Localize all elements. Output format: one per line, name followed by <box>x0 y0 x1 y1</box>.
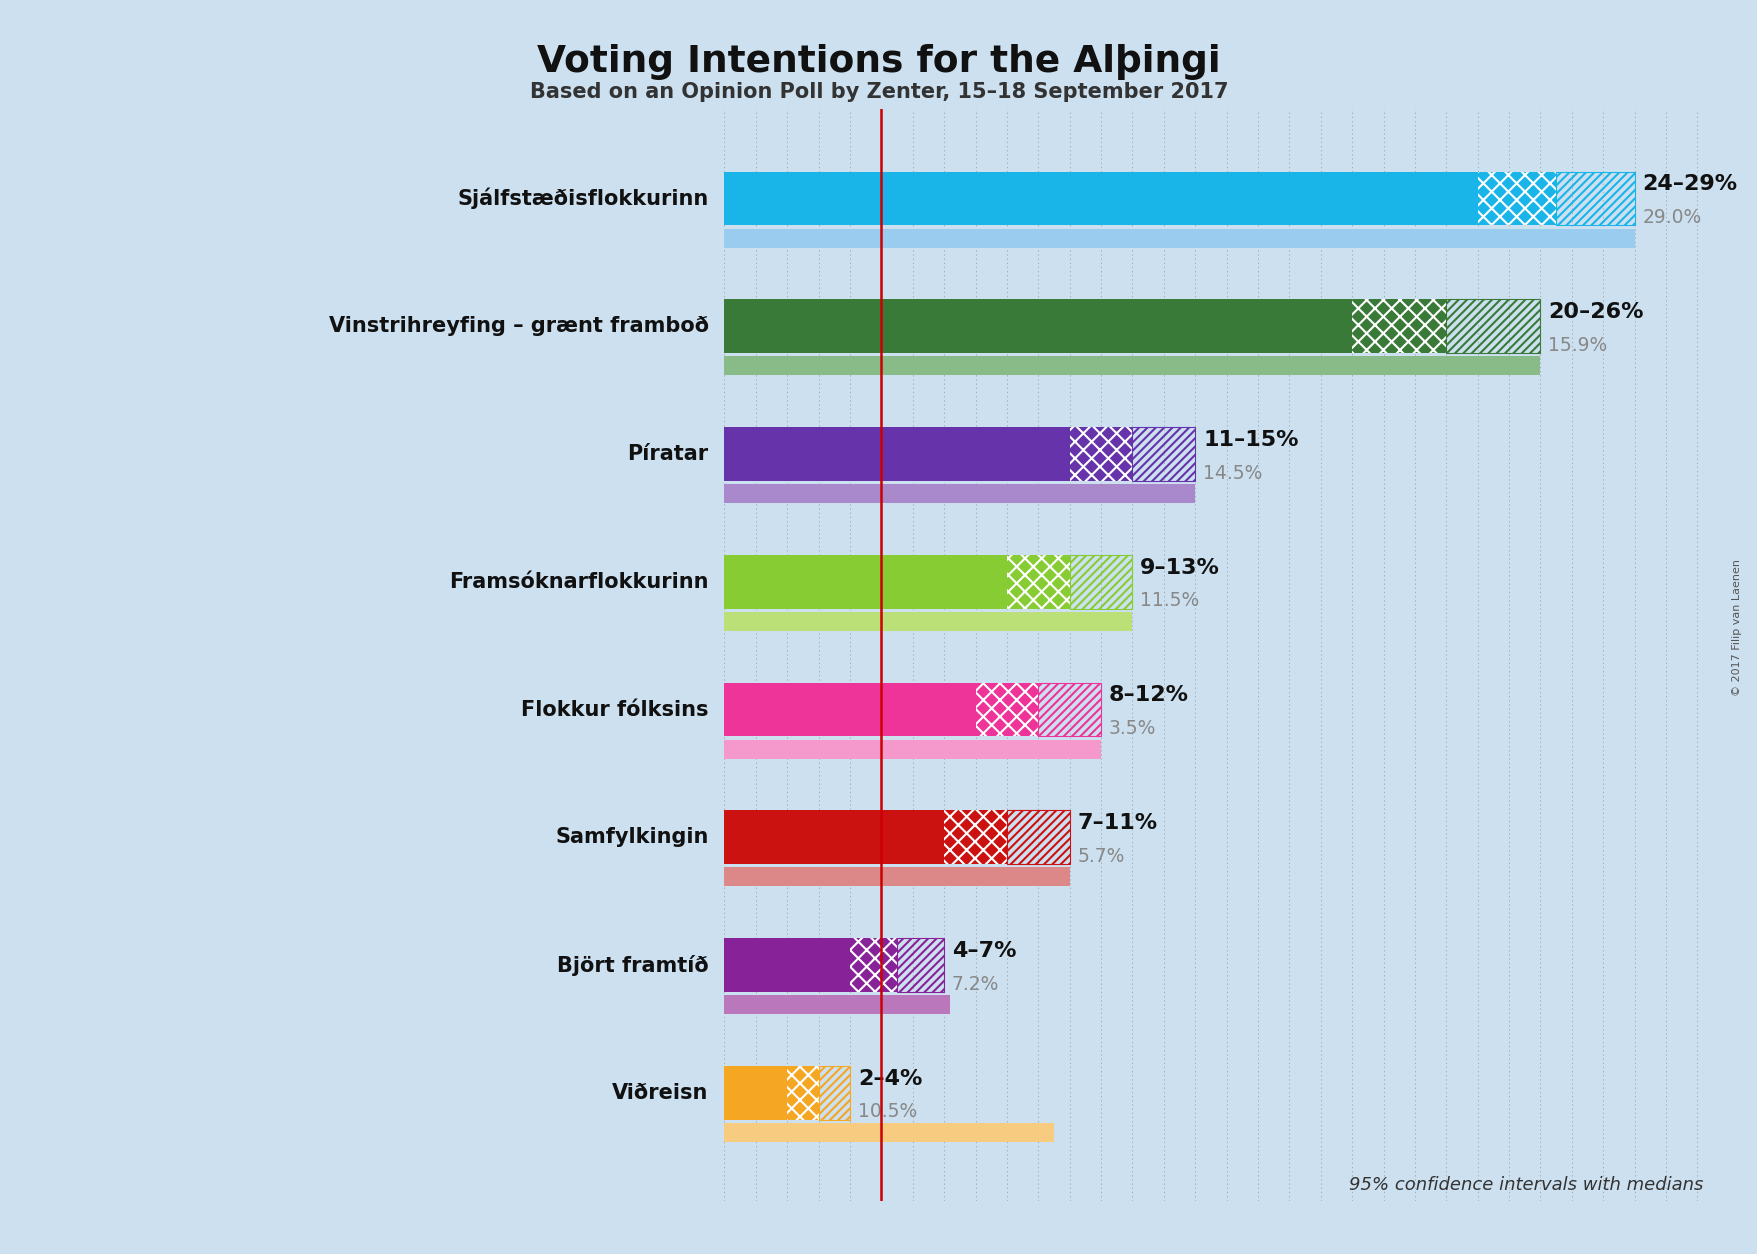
Bar <box>944 810 1007 864</box>
Bar <box>1068 556 1132 608</box>
Text: Sjálfstæðisflokkurinn: Sjálfstæðisflokkurinn <box>457 188 708 209</box>
Bar <box>724 938 849 992</box>
Bar <box>1007 556 1068 608</box>
Text: Samfylkingin: Samfylkingin <box>555 828 708 848</box>
Text: 10.5%: 10.5% <box>857 1102 917 1121</box>
Bar <box>724 1122 1054 1142</box>
Text: 7–11%: 7–11% <box>1077 813 1156 833</box>
Bar <box>724 484 1195 503</box>
Text: Vinstrihreyfing – grænt framboð: Vinstrihreyfing – grænt framboð <box>329 316 708 336</box>
Text: 14.5%: 14.5% <box>1202 464 1262 483</box>
Text: 4–7%: 4–7% <box>952 940 1016 961</box>
Bar <box>787 1066 819 1120</box>
Bar <box>724 428 1068 480</box>
Bar <box>1446 300 1539 354</box>
Bar <box>1351 300 1446 354</box>
Text: 11.5%: 11.5% <box>1140 592 1198 611</box>
Text: 11–15%: 11–15% <box>1202 430 1298 450</box>
Bar <box>724 996 951 1014</box>
Text: 24–29%: 24–29% <box>1641 174 1736 194</box>
Bar <box>975 682 1038 736</box>
Bar <box>1068 428 1132 480</box>
Bar <box>724 356 1539 375</box>
Bar <box>896 938 944 992</box>
Text: 20–26%: 20–26% <box>1548 302 1643 322</box>
Text: Voting Intentions for the Alþingi: Voting Intentions for the Alþingi <box>538 44 1219 80</box>
Text: 15.9%: 15.9% <box>1548 336 1606 355</box>
Text: 3.5%: 3.5% <box>1109 720 1156 739</box>
Bar <box>1555 172 1634 226</box>
Bar <box>1132 428 1195 480</box>
Text: 95% confidence intervals with medians: 95% confidence intervals with medians <box>1349 1176 1703 1194</box>
Text: Píratar: Píratar <box>627 444 708 464</box>
Bar <box>724 682 975 736</box>
Bar <box>724 228 1634 248</box>
Bar <box>724 810 944 864</box>
Text: 2–4%: 2–4% <box>857 1068 922 1088</box>
Text: Flokkur fólksins: Flokkur fólksins <box>520 700 708 720</box>
Text: Based on an Opinion Poll by Zenter, 15–18 September 2017: Based on an Opinion Poll by Zenter, 15–1… <box>529 82 1228 102</box>
Bar <box>849 938 896 992</box>
Bar <box>724 556 1007 608</box>
Bar <box>724 612 1132 631</box>
Bar <box>1478 172 1555 226</box>
Text: 8–12%: 8–12% <box>1109 686 1188 706</box>
Text: 7.2%: 7.2% <box>952 974 998 993</box>
Bar <box>819 1066 849 1120</box>
Bar <box>724 1066 787 1120</box>
Bar <box>724 740 1100 759</box>
Text: 9–13%: 9–13% <box>1140 558 1219 578</box>
Bar <box>724 868 1068 887</box>
Text: Björt framtíð: Björt framtíð <box>557 954 708 976</box>
Text: 29.0%: 29.0% <box>1641 208 1701 227</box>
Bar <box>1038 682 1100 736</box>
Text: Framsóknarflokkurinn: Framsóknarflokkurinn <box>450 572 708 592</box>
Bar <box>724 300 1351 354</box>
Text: © 2017 Filip van Laenen: © 2017 Filip van Laenen <box>1731 558 1741 696</box>
Bar <box>1007 810 1068 864</box>
Bar <box>724 172 1478 226</box>
Text: Viðreisn: Viðreisn <box>611 1082 708 1102</box>
Text: 5.7%: 5.7% <box>1077 846 1124 867</box>
